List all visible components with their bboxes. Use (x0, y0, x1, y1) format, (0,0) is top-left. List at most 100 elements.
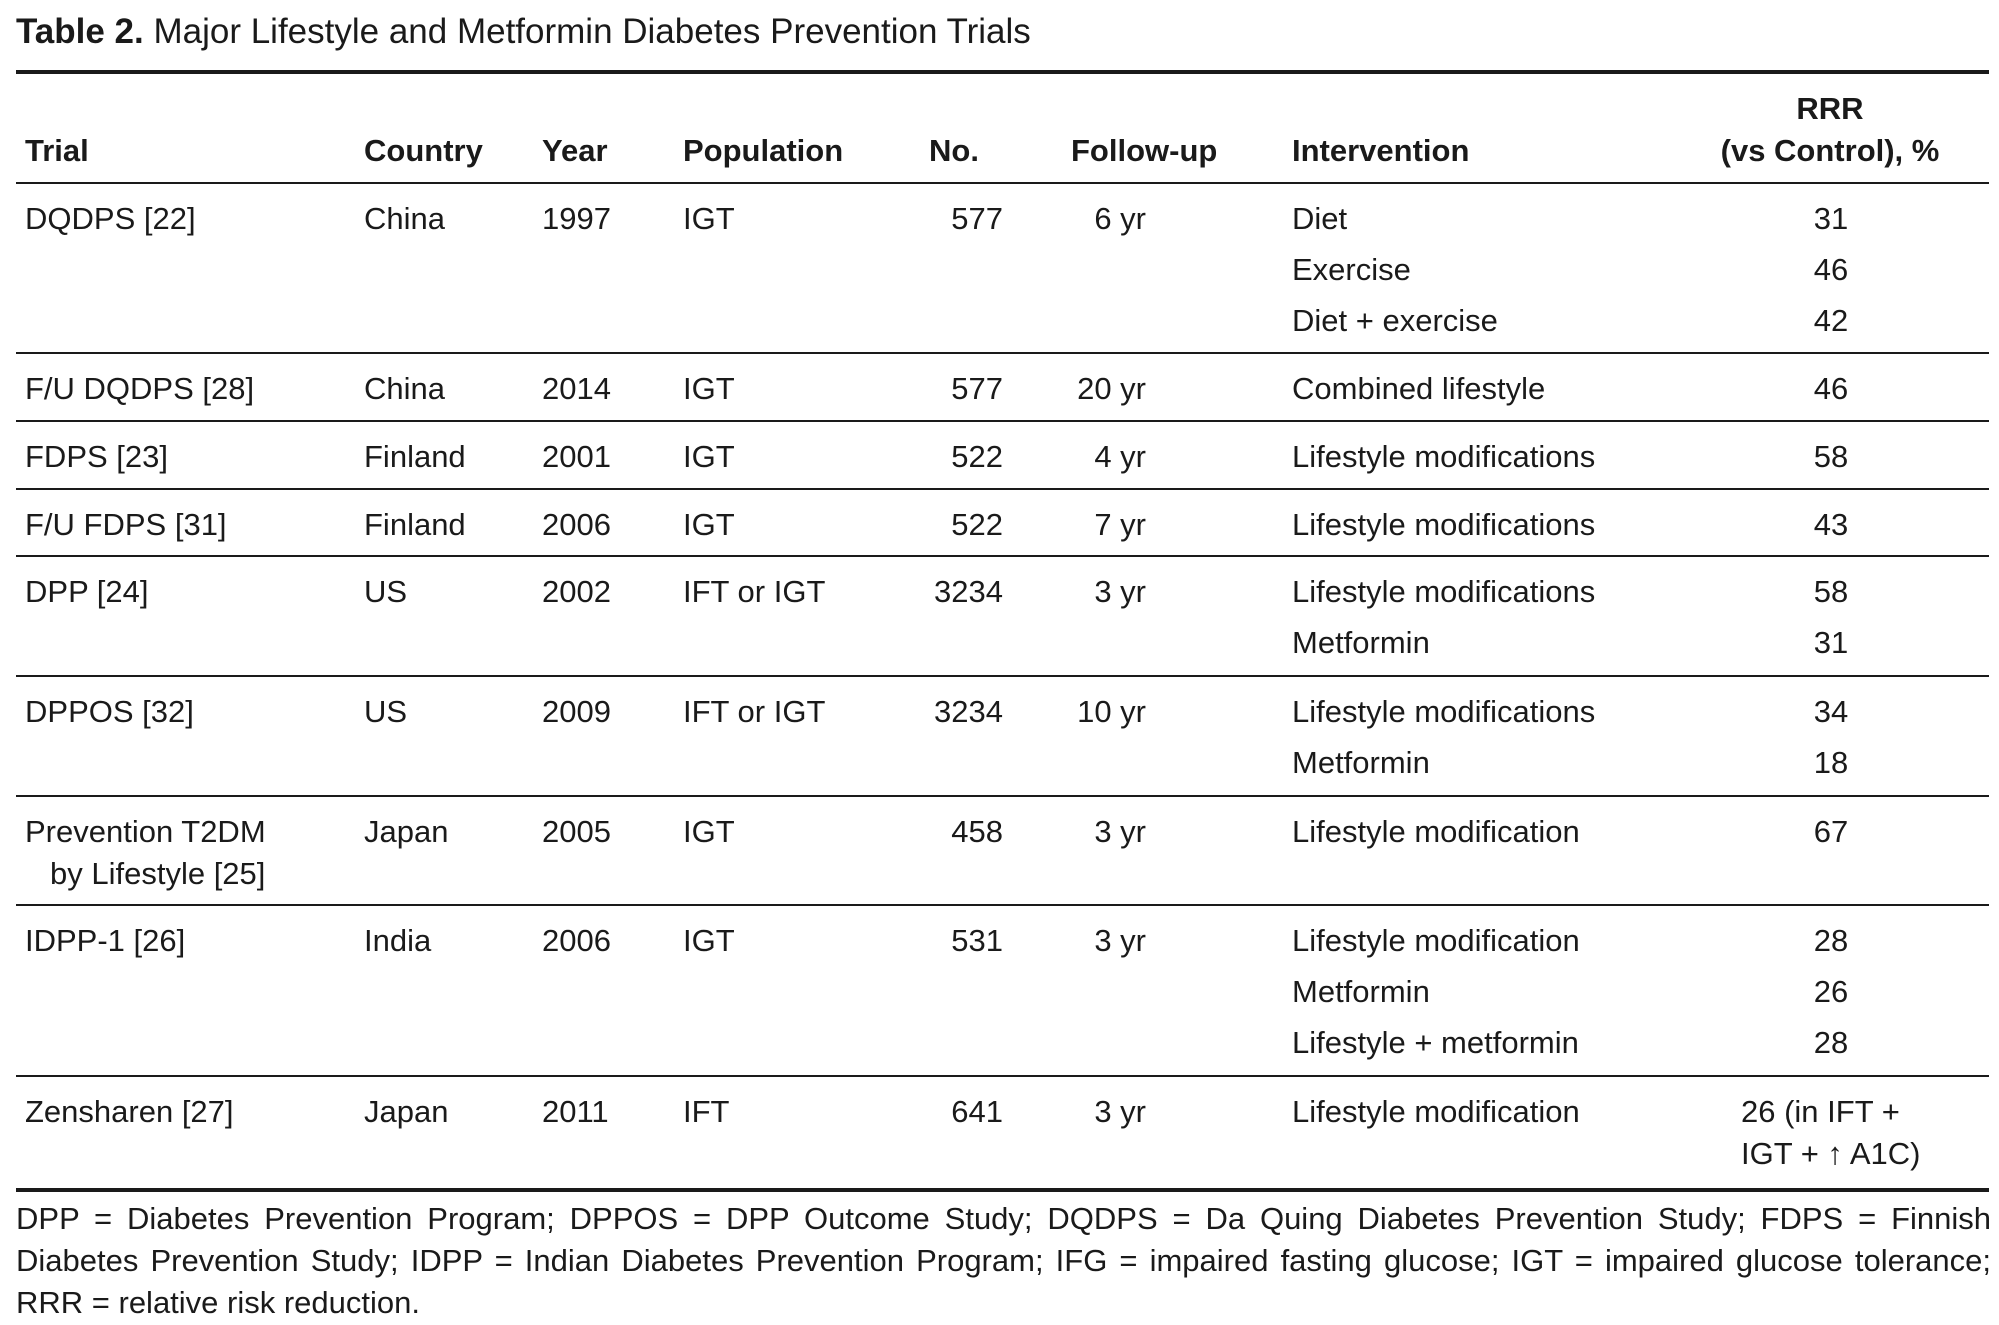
population-cell: IGT (683, 371, 735, 406)
intervention-cell: Lifestyle modifications (1292, 694, 1596, 729)
year-cell: 2002 (542, 574, 611, 609)
rrr-cell: 43 (1813, 507, 1849, 542)
population-cell: IGT (683, 814, 735, 849)
year-cell: 2005 (542, 814, 611, 849)
trial-cell: DPPOS [32] (25, 694, 194, 729)
bottom-rule (16, 1188, 1989, 1192)
row-divider (16, 420, 1989, 422)
country-cell: China (364, 371, 445, 406)
trial-cell: DQDPS [22] (25, 201, 196, 236)
population-cell: IFT or IGT (683, 694, 826, 729)
followup-cell: 3 yr (1094, 814, 1146, 849)
intervention-cell: Diet (1292, 201, 1348, 236)
intervention-cell: Exercise (1292, 252, 1411, 287)
followup-cell: 3 yr (1094, 574, 1146, 609)
header-population: Population (683, 133, 844, 168)
header-rrr-subtitle: (vs Control), % (1720, 133, 1940, 168)
country-cell: China (364, 201, 445, 236)
number-cell: 458 (951, 814, 1003, 849)
intervention-cell: Metformin (1292, 745, 1430, 780)
followup-cell: 20 yr (1077, 371, 1146, 406)
header-no: No. (929, 133, 979, 168)
country-cell: Japan (364, 814, 449, 849)
rrr-cell: 67 (1813, 814, 1849, 849)
followup-cell: 10 yr (1077, 694, 1146, 729)
rrr-cell: 31 (1813, 625, 1849, 660)
row-divider (16, 352, 1989, 354)
followup-cell: 3 yr (1094, 1094, 1146, 1129)
trial-cell: F/U FDPS [31] (25, 507, 227, 542)
followup-cell: 4 yr (1094, 439, 1146, 474)
trial-cell: F/U DQDPS [28] (25, 371, 255, 406)
followup-cell: 7 yr (1094, 507, 1146, 542)
rrr-cell: 42 (1813, 303, 1849, 338)
header-followup: Follow-up (1071, 133, 1218, 168)
intervention-cell: Lifestyle + metformin (1292, 1025, 1579, 1060)
trial-cell: IDPP-1 [26] (25, 923, 186, 958)
number-cell: 577 (951, 201, 1003, 236)
intervention-cell: Lifestyle modification (1292, 814, 1580, 849)
population-cell: IGT (683, 507, 735, 542)
row-divider (16, 795, 1989, 797)
followup-cell: 6 yr (1094, 201, 1146, 236)
number-cell: 3234 (934, 574, 1003, 609)
population-cell: IFT or IGT (683, 574, 826, 609)
rrr-cell: 46 (1813, 252, 1849, 287)
rrr-cell: 26 (in IFT + (1741, 1094, 1900, 1129)
country-cell: Finland (364, 439, 466, 474)
row-divider (16, 904, 1989, 906)
population-cell: IGT (683, 201, 735, 236)
row-divider (16, 675, 1989, 677)
country-cell: US (364, 694, 408, 729)
rrr-cell-line2: IGT + ↑ A1C) (1741, 1136, 1921, 1171)
intervention-cell: Metformin (1292, 974, 1430, 1009)
number-cell: 3234 (934, 694, 1003, 729)
intervention-cell: Lifestyle modifications (1292, 574, 1596, 609)
year-cell: 2011 (542, 1094, 609, 1129)
country-cell: India (364, 923, 432, 958)
trial-cell: Zensharen [27] (25, 1094, 234, 1129)
header-rule (16, 182, 1989, 184)
population-cell: IFT (683, 1094, 730, 1129)
rrr-cell: 31 (1813, 201, 1849, 236)
top-rule (16, 70, 1989, 74)
intervention-cell: Lifestyle modification (1292, 1094, 1580, 1129)
year-cell: 2009 (542, 694, 611, 729)
year-cell: 2006 (542, 923, 611, 958)
trial-cell: Prevention T2DM (25, 814, 266, 849)
rrr-cell: 28 (1813, 1025, 1849, 1060)
header-trial: Trial (25, 133, 89, 168)
header-intervention: Intervention (1292, 133, 1470, 168)
country-cell: US (364, 574, 408, 609)
rrr-cell: 28 (1813, 923, 1849, 958)
rrr-cell: 46 (1813, 371, 1849, 406)
table-title: Table 2. Major Lifestyle and Metformin D… (16, 8, 1031, 56)
row-divider (16, 1075, 1989, 1077)
intervention-cell: Metformin (1292, 625, 1430, 660)
header-country: Country (364, 133, 483, 168)
rrr-cell: 18 (1813, 745, 1849, 780)
number-cell: 522 (951, 507, 1003, 542)
row-divider (16, 488, 1989, 490)
table-number: Table 2. (16, 12, 144, 51)
header-rrr: RRR (1796, 91, 1864, 126)
number-cell: 522 (951, 439, 1003, 474)
intervention-cell: Combined lifestyle (1292, 371, 1546, 406)
table-footnote: DPP = Diabetes Prevention Program; DPPOS… (16, 1201, 1991, 1320)
rrr-cell: 34 (1813, 694, 1849, 729)
trial-cell: DPP [24] (25, 574, 149, 609)
number-cell: 641 (951, 1094, 1003, 1129)
year-cell: 2001 (542, 439, 611, 474)
population-cell: IGT (683, 923, 735, 958)
table-caption: Major Lifestyle and Metformin Diabetes P… (153, 12, 1031, 51)
rrr-cell: 58 (1813, 439, 1849, 474)
year-cell: 2006 (542, 507, 611, 542)
followup-cell: 3 yr (1094, 923, 1146, 958)
number-cell: 577 (951, 371, 1003, 406)
intervention-cell: Lifestyle modification (1292, 923, 1580, 958)
header-year: Year (542, 133, 608, 168)
year-cell: 1997 (542, 201, 611, 236)
intervention-cell: Diet + exercise (1292, 303, 1498, 338)
year-cell: 2014 (542, 371, 611, 406)
rrr-cell: 58 (1813, 574, 1849, 609)
